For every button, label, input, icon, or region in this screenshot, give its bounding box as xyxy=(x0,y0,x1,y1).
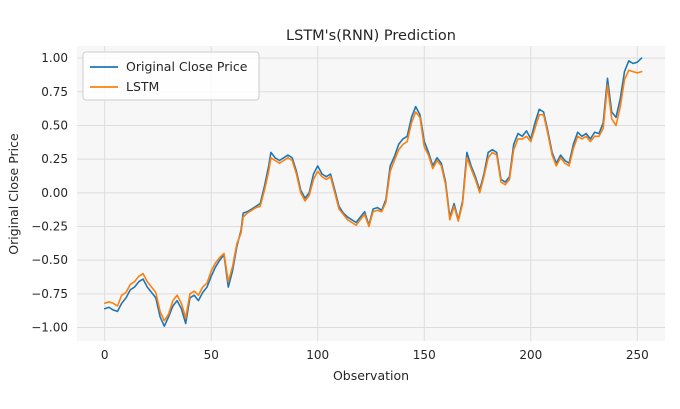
legend: Original Close Price LSTM xyxy=(82,51,260,101)
x-tick-label: 150 xyxy=(413,348,436,362)
x-tick-label: 100 xyxy=(306,348,329,362)
chart-title: LSTM's(RNN) Prediction xyxy=(286,28,456,44)
y-tick-label: 1.00 xyxy=(41,51,68,65)
y-tick-label: −0.25 xyxy=(31,220,68,234)
y-tick-label: 0.75 xyxy=(41,85,68,99)
series-line-lstm xyxy=(103,69,643,322)
y-tick-label: −0.50 xyxy=(31,253,68,267)
grid-lines xyxy=(77,46,665,341)
legend-box xyxy=(82,51,260,101)
y-axis-title: Original Close Price xyxy=(6,133,21,255)
x-tick-label: 0 xyxy=(101,348,109,362)
y-tick-label: 0.00 xyxy=(41,186,68,200)
legend-label-lstm: LSTM xyxy=(126,79,159,94)
x-tick-labels: 0 50 100 150 200 250 xyxy=(101,348,649,362)
y-tick-label: −1.00 xyxy=(31,321,68,335)
y-tick-label: −0.75 xyxy=(31,287,68,301)
legend-label-original: Original Close Price xyxy=(126,59,248,74)
y-tick-labels: −1.00 −0.75 −0.50 −0.25 0.00 0.25 0.50 0.75 1.00 xyxy=(31,51,68,334)
x-tick-label: 250 xyxy=(626,348,649,362)
y-tick-label: 0.50 xyxy=(41,118,68,132)
series-lines xyxy=(103,57,643,328)
x-tick-label: 50 xyxy=(204,348,219,362)
x-axis-title: Observation xyxy=(333,368,409,383)
x-tick-label: 200 xyxy=(519,348,542,362)
y-tick-label: 0.25 xyxy=(41,152,68,166)
